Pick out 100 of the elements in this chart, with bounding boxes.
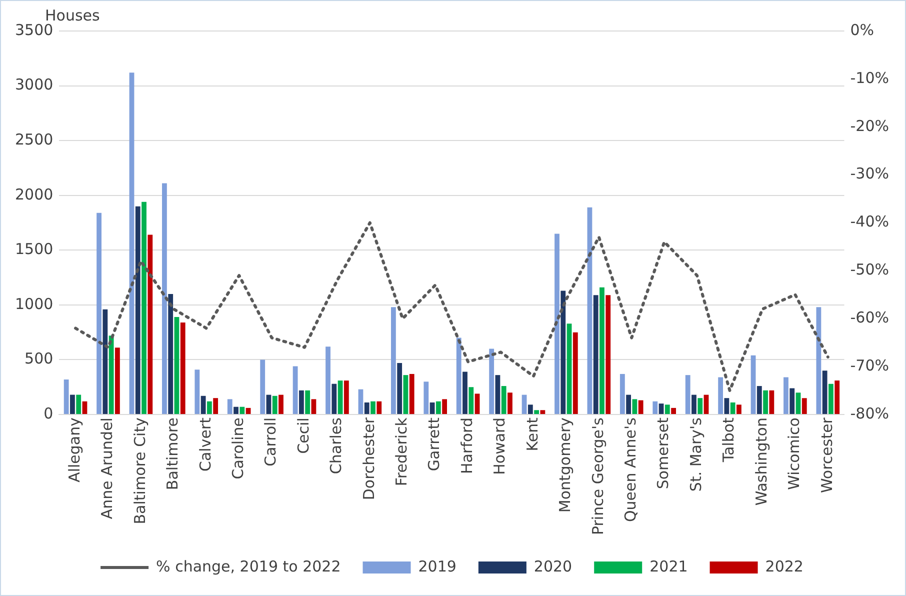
bar — [338, 380, 343, 414]
x-tick-label: Allegany — [65, 417, 84, 482]
bar — [554, 234, 560, 414]
bar — [194, 370, 200, 414]
y2-tick-label: -30% — [850, 164, 890, 183]
x-tick-label: Charles — [327, 417, 346, 474]
x-tick-label: St. Mary's — [686, 417, 705, 492]
bar — [756, 386, 762, 414]
bar — [652, 401, 658, 414]
bar — [664, 404, 670, 414]
bar — [718, 377, 724, 414]
bar — [142, 202, 146, 414]
legend-label: 2022 — [765, 557, 804, 576]
line-series — [74, 221, 830, 392]
bar — [213, 398, 218, 414]
y-tick-label: 2500 — [14, 130, 54, 148]
x-tick-label: Frederick — [392, 417, 411, 486]
legend-label: 2019 — [418, 557, 456, 576]
bar — [180, 322, 186, 414]
x-tick-label: Wicomico — [785, 418, 804, 490]
x-tick-label: Howard — [490, 418, 509, 475]
y2-tick-label: -10% — [850, 68, 890, 87]
bar — [168, 294, 174, 414]
y2-tick-label: -60% — [850, 308, 890, 327]
x-tick-label: Anne Arundel — [98, 418, 116, 520]
x-tick-label: Washington — [752, 418, 770, 506]
bar — [508, 392, 512, 414]
bar — [816, 307, 822, 414]
bar — [489, 348, 494, 414]
y-tick-label: 1500 — [14, 240, 54, 258]
bar — [234, 406, 238, 414]
x-tick-label: Somerset — [654, 417, 672, 490]
bar — [802, 398, 807, 414]
bar — [260, 360, 266, 414]
bar — [626, 394, 632, 414]
bar — [436, 401, 441, 414]
y-tick-label: 500 — [24, 350, 54, 368]
bar — [638, 400, 644, 414]
bar — [704, 394, 709, 414]
bar — [397, 363, 402, 414]
bar — [364, 402, 370, 414]
bar — [376, 401, 382, 414]
legend-label: 2020 — [534, 557, 572, 576]
bar — [227, 399, 232, 414]
bar — [162, 183, 167, 414]
bar — [540, 410, 546, 414]
bar — [698, 398, 703, 414]
x-tick-label: Baltimore — [164, 418, 182, 490]
bar — [522, 394, 527, 414]
bar — [501, 386, 506, 414]
bar — [64, 379, 69, 414]
x-tick-label: Cecil — [294, 418, 312, 454]
y-tick-label: 2000 — [14, 185, 54, 204]
bar — [566, 324, 572, 414]
legend-label: 2021 — [650, 557, 688, 576]
bar — [305, 390, 310, 414]
x-tick-label: Caroline — [228, 418, 247, 480]
bar — [200, 396, 206, 414]
bar — [70, 394, 75, 414]
y-tick-label: 1000 — [14, 294, 54, 313]
bar — [442, 399, 448, 414]
y2-tick-label: -80% — [850, 404, 890, 422]
bar — [206, 401, 212, 414]
y2-tick-label: -40% — [850, 212, 890, 231]
x-tick-label: Garrett — [425, 417, 444, 472]
bar — [495, 375, 500, 414]
bar — [278, 394, 284, 414]
bar — [796, 392, 801, 414]
bar — [174, 316, 180, 414]
bar — [292, 366, 298, 414]
bar — [534, 410, 540, 414]
bar — [828, 384, 834, 414]
x-tick-label: Worcester — [818, 416, 836, 494]
bar — [834, 380, 840, 414]
bar — [750, 355, 756, 414]
bar — [822, 370, 828, 414]
bar — [593, 295, 598, 414]
bar — [692, 394, 696, 414]
y-tick-label: 0 — [44, 404, 54, 422]
bar — [246, 408, 251, 414]
bar — [358, 389, 364, 414]
bar — [763, 390, 768, 414]
bar — [96, 212, 102, 414]
bar — [600, 287, 604, 414]
x-tick-label: Dorchester — [360, 416, 378, 500]
bar — [658, 404, 664, 414]
bar — [240, 406, 245, 414]
bar — [129, 72, 134, 414]
bar — [671, 408, 676, 414]
bar — [344, 380, 349, 414]
bar — [311, 399, 316, 414]
x-tick-label: Harford — [458, 418, 476, 474]
bar — [390, 307, 396, 414]
bar — [736, 404, 742, 414]
bar — [430, 402, 435, 414]
bar — [620, 374, 625, 414]
x-tick-label: Prince George's — [588, 417, 607, 536]
bar — [468, 387, 474, 414]
bar — [370, 401, 376, 414]
bar — [102, 309, 108, 414]
